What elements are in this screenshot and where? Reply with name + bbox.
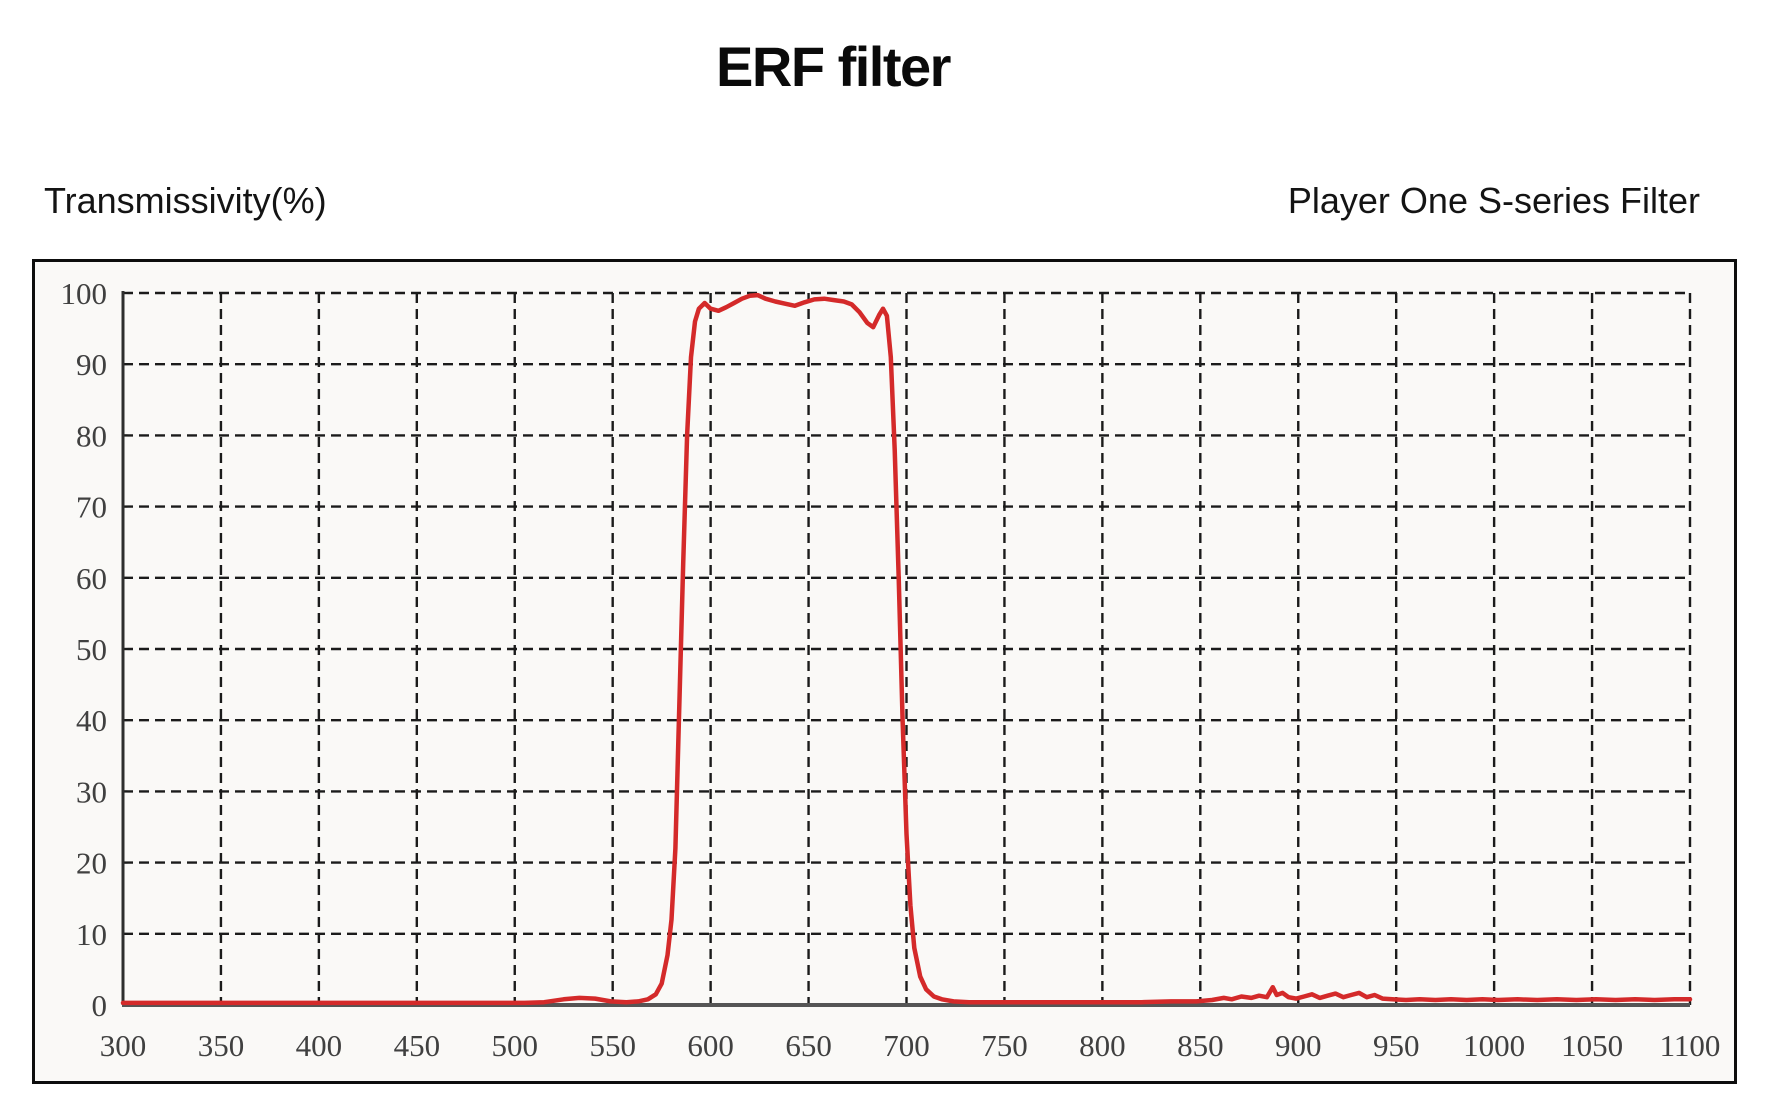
x-tick-label-1050: 1050 — [1561, 1028, 1623, 1063]
y-tick-label-30: 30 — [76, 774, 107, 809]
x-tick-label-850: 850 — [1177, 1028, 1224, 1063]
plot-frame — [32, 259, 1737, 1084]
x-tick-label-600: 600 — [687, 1028, 734, 1063]
x-tick-label-1000: 1000 — [1463, 1028, 1525, 1063]
x-tick-label-450: 450 — [394, 1028, 441, 1063]
y-axis-title: Transmissivity(%) — [44, 180, 327, 221]
y-tick-label-10: 10 — [76, 917, 107, 952]
y-tick-label-0: 0 — [92, 988, 108, 1023]
y-tick-label-70: 70 — [76, 490, 107, 525]
x-tick-label-350: 350 — [198, 1028, 245, 1063]
series-curve-0 — [120, 292, 1693, 1006]
x-tick-label-550: 550 — [589, 1028, 636, 1063]
y-tick-label-80: 80 — [76, 418, 107, 453]
x-tick-label-400: 400 — [296, 1028, 343, 1063]
y-tick-label-40: 40 — [76, 703, 107, 738]
y-tick-label-60: 60 — [76, 561, 107, 596]
x-tick-label-900: 900 — [1275, 1028, 1322, 1063]
chart-title: ERF filter — [716, 35, 951, 98]
y-tick-label-50: 50 — [76, 632, 107, 667]
y-tick-label-90: 90 — [76, 347, 107, 382]
x-tick-label-500: 500 — [492, 1028, 539, 1063]
series-annotation: Player One S-series Filter — [1287, 180, 1700, 221]
x-tick-label-650: 650 — [785, 1028, 832, 1063]
x-tick-label-800: 800 — [1079, 1028, 1126, 1063]
y-tick-label-20: 20 — [76, 846, 107, 881]
x-tick-label-1100: 1100 — [1660, 1028, 1721, 1063]
x-tick-label-750: 750 — [981, 1028, 1028, 1063]
x-tick-label-300: 300 — [100, 1028, 147, 1063]
y-tick-label-100: 100 — [61, 276, 108, 311]
x-tick-label-700: 700 — [883, 1028, 930, 1063]
x-tick-label-950: 950 — [1373, 1028, 1420, 1063]
